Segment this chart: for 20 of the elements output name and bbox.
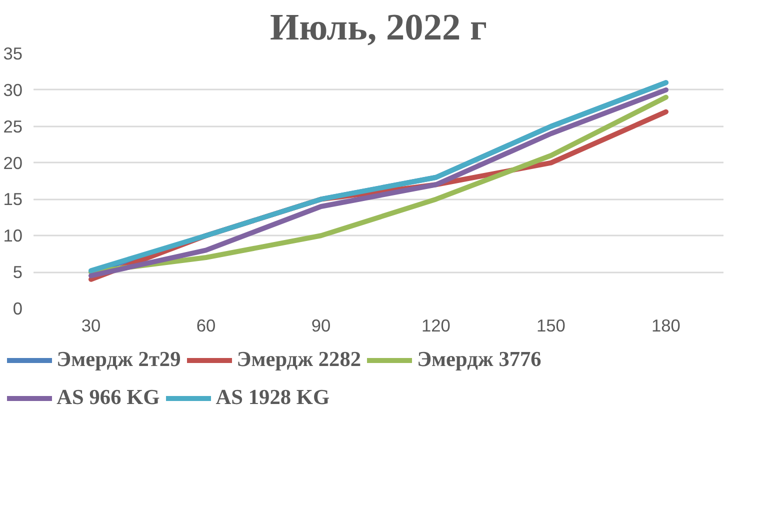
y-tick-label: 10 — [3, 226, 23, 246]
legend-label: AS 966 KG — [56, 385, 160, 410]
x-tick-label: 60 — [196, 316, 216, 336]
y-tick-label: 30 — [3, 80, 23, 100]
y-tick-label: 25 — [3, 116, 23, 136]
x-tick-label: 180 — [652, 316, 680, 336]
chart-title: Июль, 2022 г — [270, 8, 487, 48]
y-tick-label: 15 — [3, 189, 23, 210]
x-tick-label: 120 — [422, 316, 450, 336]
legend-label: AS 1928 KG — [216, 385, 330, 410]
x-tick-label: 150 — [536, 316, 566, 336]
legend-label: Эмердж 2282 — [236, 347, 362, 372]
legend-label: Эмердж 3776 — [417, 347, 542, 372]
x-tick-label: 90 — [311, 316, 331, 336]
y-tick-label: 0 — [12, 298, 23, 318]
legend-label: Эмердж 2т29 — [56, 347, 181, 372]
y-tick-label: 35 — [3, 44, 23, 64]
y-tick-label: 20 — [3, 152, 23, 173]
y-tick-label: 5 — [12, 262, 23, 282]
x-tick-label: 30 — [81, 316, 101, 336]
